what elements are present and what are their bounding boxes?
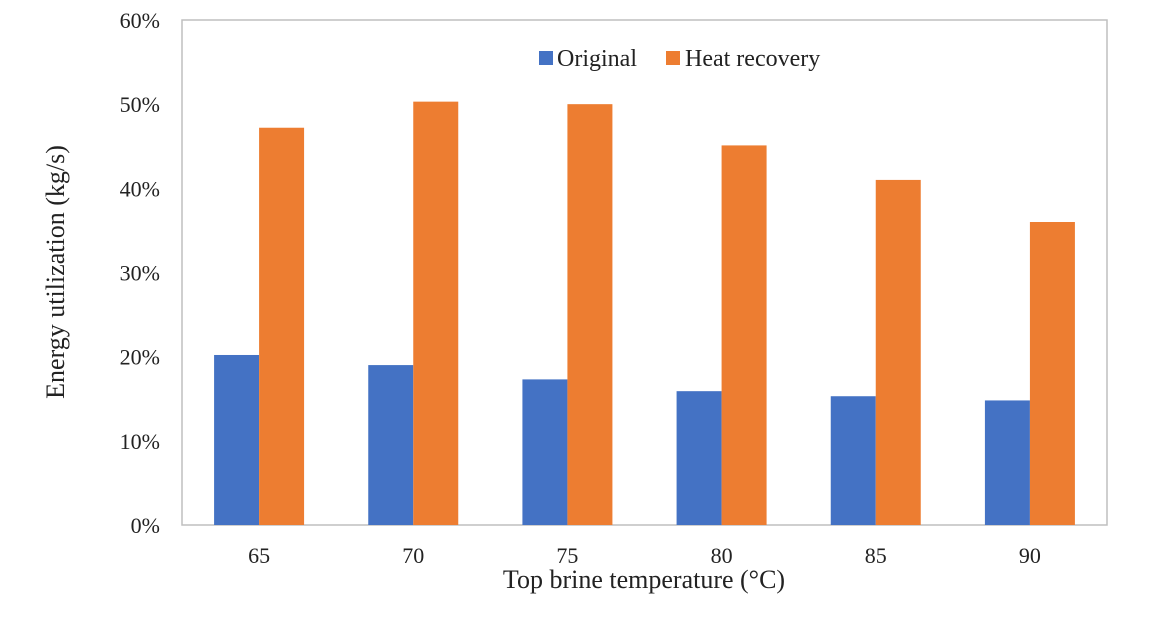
y-ticks-group: 0% 10% 20% 30% 40% 50% 60%	[120, 8, 160, 538]
y-tick-label: 50%	[120, 92, 160, 117]
bar-heat-recovery-70	[413, 101, 459, 526]
x-axis-title: Top brine temperature (°C)	[503, 565, 785, 594]
legend: Original Heat recovery	[539, 46, 820, 72]
legend-swatch-original	[539, 51, 553, 65]
y-axis-title: Energy utilization (kg/s)	[41, 145, 70, 399]
bar-heat-recovery-80	[721, 145, 767, 526]
bar-heat-recovery-65	[259, 127, 305, 525]
plot-frame	[181, 19, 1108, 526]
bar-heat-recovery-75	[567, 104, 613, 526]
bar-original-90	[984, 400, 1030, 525]
y-tick-label: 30%	[120, 261, 160, 286]
x-tick-label: 85	[865, 543, 887, 568]
x-tick-label: 75	[556, 543, 578, 568]
bar-original-75	[522, 379, 568, 525]
bar-heat-recovery-90	[1029, 222, 1075, 525]
bar-original-85	[830, 396, 876, 525]
y-tick-label: 0%	[131, 513, 160, 538]
y-tick-label: 10%	[120, 429, 160, 454]
bar-heat-recovery-85	[875, 179, 921, 525]
legend-label-heat-recovery: Heat recovery	[685, 46, 820, 72]
legend-swatch-heat-recovery	[666, 51, 680, 65]
x-tick-label: 70	[402, 543, 424, 568]
bar-original-65	[214, 354, 260, 525]
x-tick-label: 65	[248, 543, 270, 568]
legend-label-original: Original	[557, 46, 637, 72]
bar-original-70	[368, 365, 414, 525]
x-ticks-group: 65 70 75 80 85 90	[248, 543, 1041, 568]
y-tick-label: 40%	[120, 176, 160, 201]
y-tick-label: 20%	[120, 345, 160, 370]
x-tick-label: 90	[1019, 543, 1041, 568]
x-tick-label: 80	[711, 543, 733, 568]
bars-group	[214, 101, 1075, 526]
bar-original-80	[676, 391, 722, 525]
y-tick-label: 60%	[120, 8, 160, 33]
